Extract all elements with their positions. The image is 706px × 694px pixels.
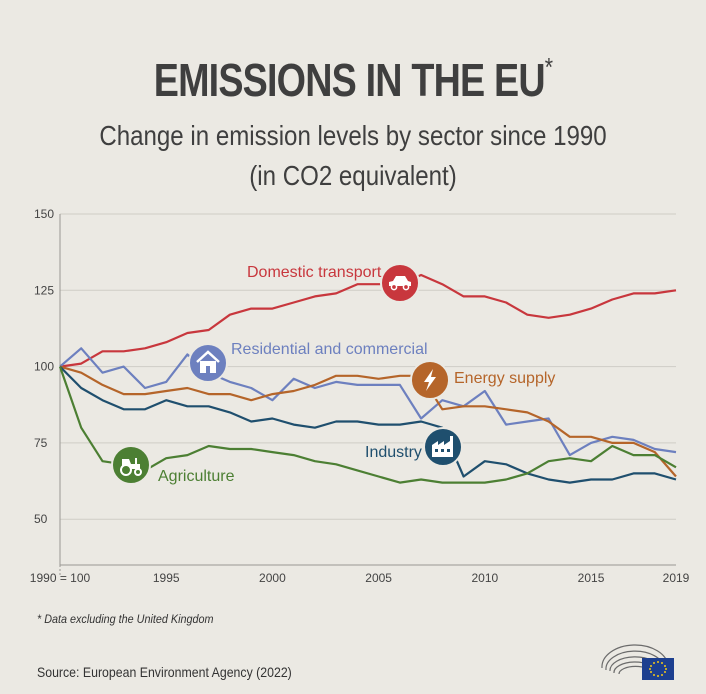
x-tick-label: 2019 <box>663 571 690 585</box>
series-label: Industry <box>365 444 422 461</box>
y-tick-label: 100 <box>34 360 54 374</box>
x-tick-label: 2005 <box>365 571 392 585</box>
series-line-agriculture <box>58 366 677 484</box>
series-label: Residential and commercial <box>231 341 428 358</box>
series-line-residential-and-commercial <box>59 347 677 457</box>
y-tick-label: 75 <box>34 436 48 450</box>
page-title: EMISSIONS IN THE EU* <box>153 52 553 106</box>
series-label: Agriculture <box>158 468 235 485</box>
x-tick-label: 1990 = 100 <box>30 571 91 585</box>
y-tick-label: 150 <box>34 207 54 221</box>
x-tick-label: 2000 <box>259 571 286 585</box>
tractor-icon <box>120 458 142 476</box>
series-line-industry <box>59 365 677 484</box>
factory-icon <box>432 436 453 457</box>
y-tick-label: 50 <box>34 512 48 526</box>
series-label: Domestic transport <box>247 264 382 281</box>
line-chart: 50 75 100 125 150 1990 = 100 1995 2000 2005 2010 2… <box>30 207 690 585</box>
car-icon <box>389 276 411 291</box>
y-tick-label: 125 <box>34 283 54 297</box>
x-tick-label: 1995 <box>153 571 180 585</box>
footnote: * Data excluding the United Kingdom <box>37 612 214 626</box>
european-parliament-logo <box>601 644 674 680</box>
house-icon <box>196 350 220 373</box>
series-line-energy-supply <box>59 365 677 478</box>
series-label: Energy supply <box>454 370 555 387</box>
lightning-icon <box>424 369 436 391</box>
x-tick-label: 2010 <box>471 571 498 585</box>
x-tick-label: 2015 <box>578 571 605 585</box>
chart-subtitle-line1: Change in emission levels by sector sinc… <box>99 120 607 151</box>
series-line-domestic-transport <box>59 273 677 368</box>
source-note: Source: European Environment Agency (202… <box>37 664 292 680</box>
chart-subtitle-line2: (in CO2 equivalent) <box>249 160 457 191</box>
